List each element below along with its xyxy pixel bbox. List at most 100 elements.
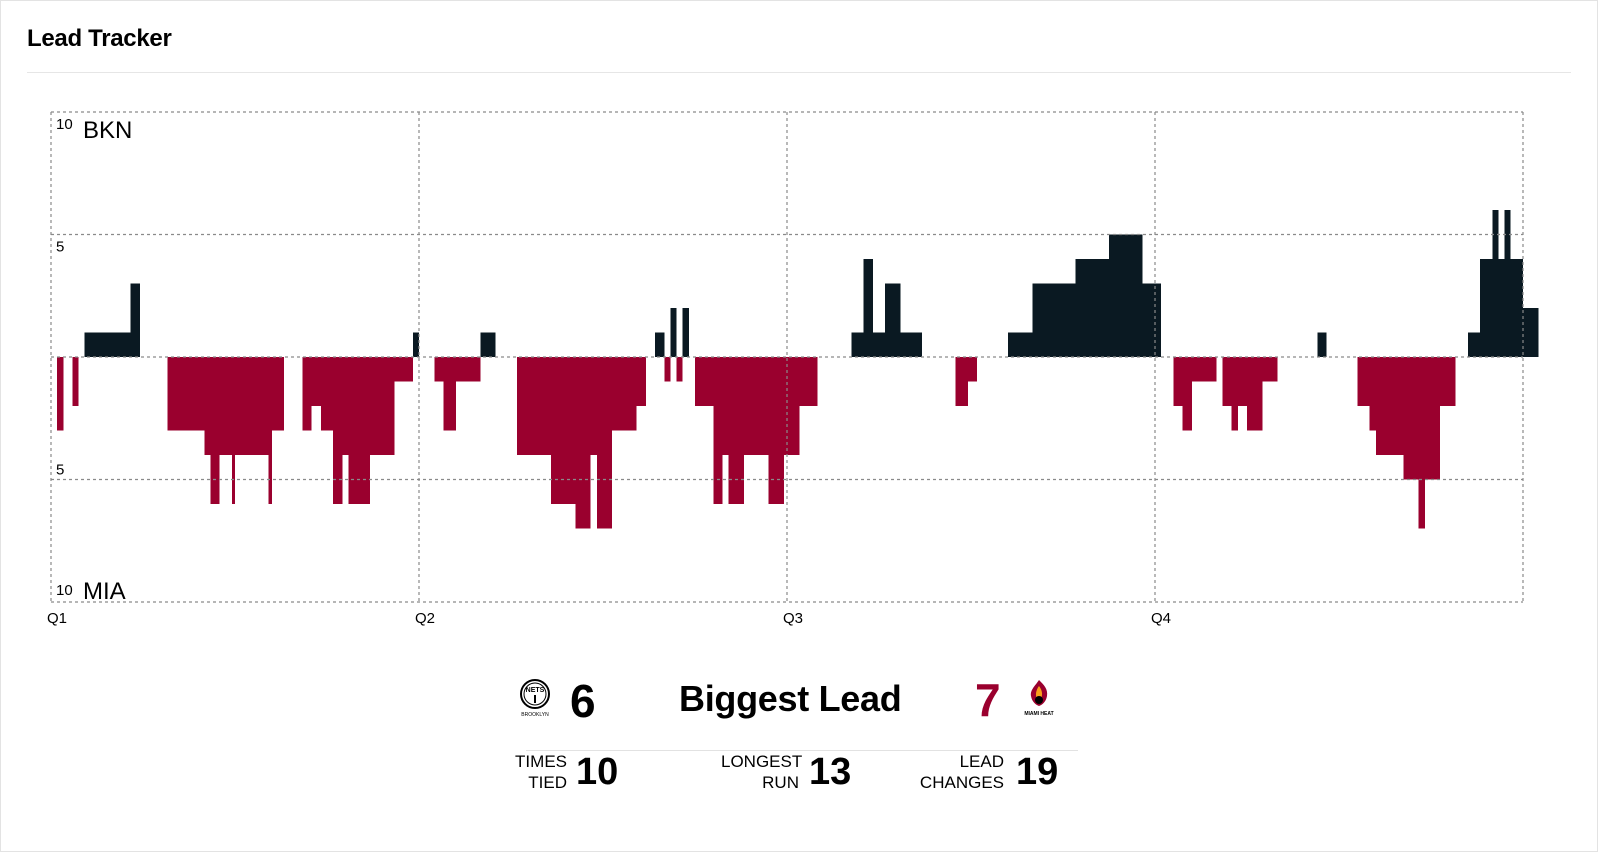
y-tick-label: 5 — [56, 462, 64, 479]
longest-run-label-line-1: LONGEST — [721, 752, 803, 771]
lead-bar — [1492, 210, 1499, 357]
times-tied-label-line-2: TIED — [528, 773, 567, 792]
lead-bar — [1523, 308, 1539, 357]
lead-bar — [480, 332, 496, 357]
x-tick-label: Q4 — [1151, 610, 1171, 627]
lead-bar — [722, 357, 729, 455]
times-tied-label-line-1: TIMES — [515, 752, 567, 771]
lead-bar — [57, 357, 64, 431]
lead-bar — [1007, 332, 1033, 357]
lead-bar — [455, 357, 481, 382]
lead-bar — [219, 357, 232, 455]
lead-bar — [799, 357, 818, 406]
lead-bar — [1247, 357, 1263, 431]
heat-logo-icon: MIAMI HEAT — [1024, 680, 1054, 717]
lead-bar — [1504, 210, 1511, 357]
lead-bar — [900, 332, 922, 357]
lead-bar — [863, 259, 873, 357]
lead-bar — [1231, 357, 1238, 431]
lead-bar — [728, 357, 745, 504]
lead-bar — [302, 357, 312, 431]
stats-divider — [526, 750, 1078, 751]
lead-bar — [333, 357, 343, 504]
lead-bar — [517, 357, 551, 455]
lead-bar — [1262, 357, 1278, 382]
lead-bar — [1424, 357, 1441, 480]
lead-bar — [682, 308, 689, 357]
lead-bar — [1032, 283, 1076, 357]
lead-bar — [704, 357, 714, 406]
lead-bar — [342, 357, 349, 455]
lead-changes-value: 19 — [1016, 751, 1059, 793]
lead-bar — [1191, 357, 1217, 382]
lead-bar — [676, 357, 683, 382]
lead-bar — [1403, 357, 1419, 480]
lead-bar — [655, 332, 665, 357]
lead-bar — [1109, 234, 1143, 357]
home-biggest-lead: 6 — [570, 675, 596, 727]
lead-bar — [1173, 357, 1183, 406]
lead-bar — [596, 357, 613, 529]
nets-logo-subtext: BROOKLYN — [521, 712, 549, 718]
lead-bar — [664, 357, 671, 382]
away-team-axis-label: MIA — [83, 578, 126, 605]
lead-bar — [311, 357, 321, 406]
lead-bar — [271, 357, 285, 431]
lead-bar — [268, 357, 272, 504]
lead-bar — [235, 357, 269, 455]
lead-chart: 10 5 5 10 BKN MIA Q1 Q2 Q3 Q4 — [47, 111, 1539, 627]
lead-bar — [84, 332, 128, 357]
lead-bar — [695, 357, 705, 406]
longest-run-label: LONGEST RUN — [721, 751, 803, 793]
lead-bar — [955, 357, 968, 406]
biggest-lead-label: Biggest Lead — [679, 678, 902, 719]
lead-bar — [1182, 357, 1192, 431]
lead-bar — [1075, 259, 1109, 357]
lead-bar — [550, 357, 576, 504]
lead-bar — [636, 357, 646, 406]
away-biggest-lead: 7 — [975, 674, 1001, 726]
lead-bar — [783, 357, 800, 455]
times-tied-label: TIMES TIED — [506, 751, 567, 793]
lead-bar — [127, 332, 131, 357]
lead-bar — [1317, 332, 1327, 357]
x-tick-label: Q2 — [415, 610, 435, 627]
times-tied-value: 10 — [576, 751, 619, 793]
nets-logo-text: NETS — [526, 687, 545, 694]
lead-bar — [130, 283, 140, 357]
lead-bar — [1510, 259, 1523, 357]
lead-bar — [851, 332, 864, 357]
lead-bar — [612, 357, 637, 431]
lead-bar — [744, 357, 769, 455]
heat-logo-text: MIAMI HEAT — [1024, 711, 1053, 717]
x-tick-label: Q1 — [47, 610, 67, 627]
lead-bar — [412, 332, 419, 357]
lead-bar — [575, 357, 591, 529]
lead-bar — [1237, 357, 1247, 406]
nets-logo-icon: NETS BROOKLYN — [520, 679, 550, 718]
lead-bar — [231, 357, 235, 504]
lead-bar — [369, 357, 395, 455]
longest-run-label-line-2: RUN — [762, 773, 799, 792]
lead-bar — [1480, 259, 1493, 357]
lead-bar — [670, 308, 677, 357]
lead-bar — [1142, 283, 1162, 357]
lead-changes-label: LEAD CHANGES — [914, 751, 1004, 793]
lead-bar — [590, 357, 597, 455]
lead-bar — [443, 357, 456, 431]
lead-bar — [713, 357, 723, 504]
section-title: Lead Tracker — [27, 25, 172, 52]
lead-bar — [885, 283, 901, 357]
y-tick-label: 10 — [56, 116, 73, 133]
lead-bar — [872, 332, 886, 357]
lead-changes-label-line-2: CHANGES — [919, 773, 1004, 792]
lead-changes-label-line-1: LEAD — [959, 752, 1004, 771]
home-team-axis-label: BKN — [83, 117, 132, 144]
lead-bar — [72, 357, 79, 406]
lead-bar — [394, 357, 413, 382]
lead-bar — [167, 357, 205, 431]
lead-bar — [1357, 357, 1370, 406]
y-tick-label: 5 — [56, 239, 64, 256]
lead-bar — [1467, 332, 1481, 357]
